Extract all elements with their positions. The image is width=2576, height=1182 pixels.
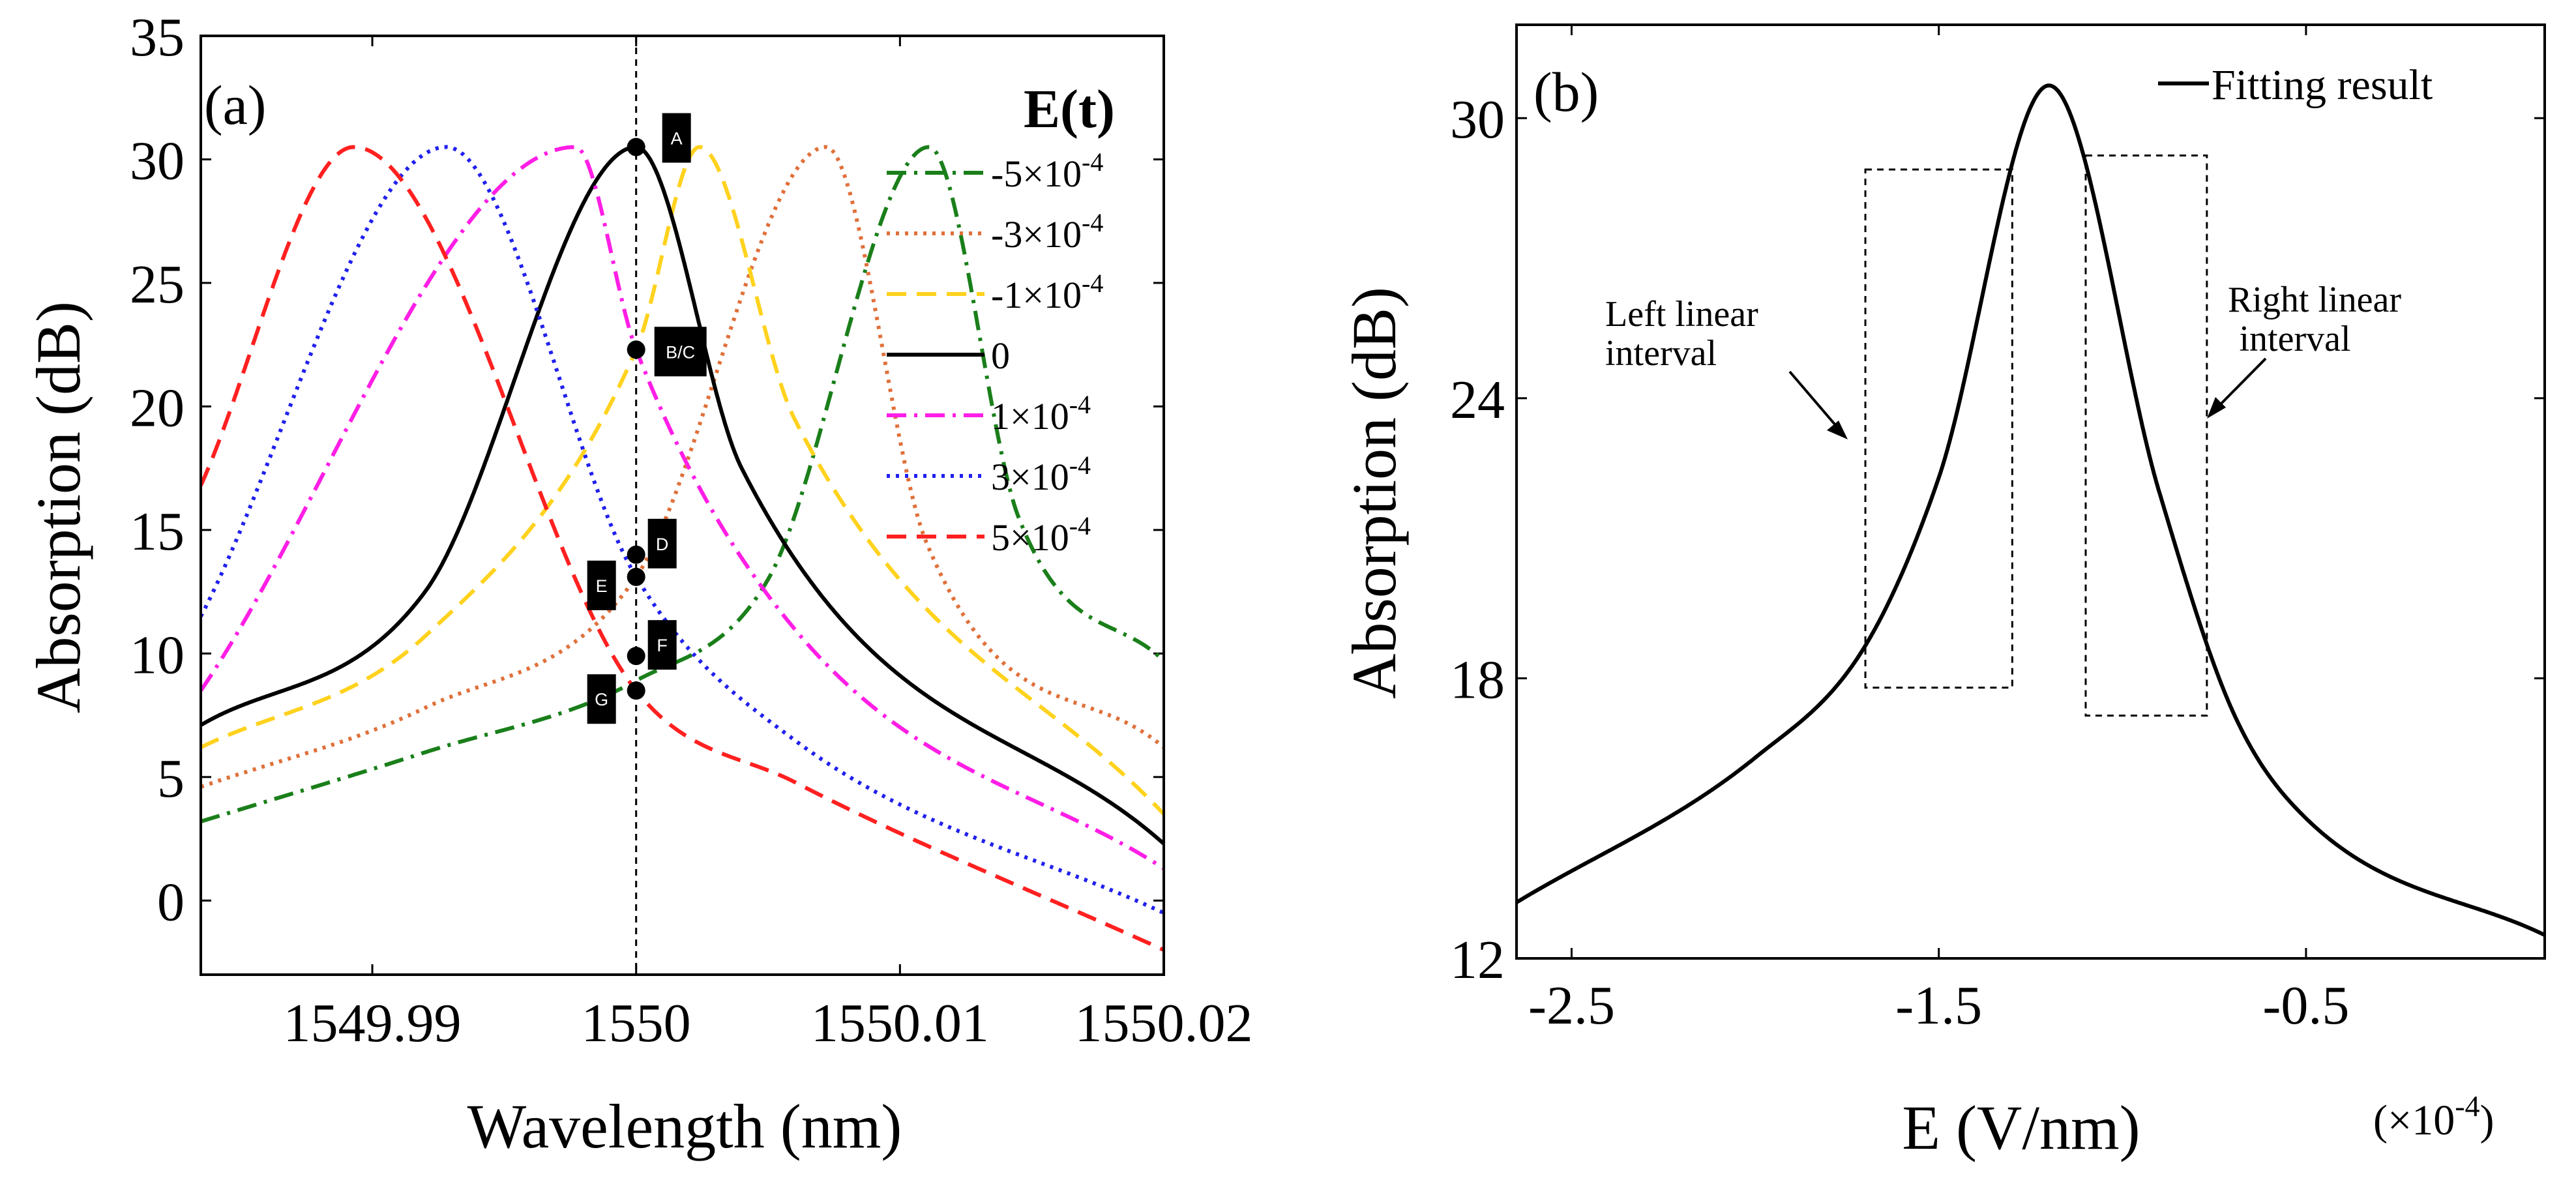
right-interval-label-line1: Right linear: [2228, 280, 2401, 320]
panel-b-x-multiplier: (×10-4): [2373, 1089, 2495, 1144]
panel-a-series-line: [201, 145, 1164, 816]
panel-a-legend-entry-exp: -4: [1082, 208, 1103, 237]
right-interval-label-line2: interval: [2239, 319, 2350, 359]
panel-a-marker-box: [662, 113, 691, 163]
panel-a-legend-entry: -1×10-4: [991, 269, 1103, 316]
panel-a-xtick-label: 1550.02: [1075, 993, 1253, 1054]
panel-a-series-line: [201, 145, 1164, 789]
panel-a-legend-entry-main: -3×10: [991, 213, 1082, 256]
panel-a-legend-entry-main: 0: [991, 334, 1010, 377]
panel-a-xtick-label: 1549.99: [284, 993, 462, 1054]
panel-b-ytick-label: 18: [1450, 649, 1505, 710]
panel-a-legend-entry-exp: -4: [1069, 511, 1091, 540]
panel-b-interval-boxes: [1864, 154, 2208, 717]
panel-a-marker-point: [627, 681, 645, 700]
panel-a-marker-box: [647, 620, 677, 670]
panel-a-marker-box: [654, 327, 707, 377]
panel-a-legend-entry-exp: -4: [1082, 269, 1103, 298]
panel-b-label: (b): [1533, 61, 1599, 123]
linear-interval-box: [1864, 168, 2013, 689]
panel-b-fit-line: [1517, 83, 2545, 937]
left-interval-arrow: [1788, 370, 1848, 439]
panel-a-legend-entry-exp: -4: [1069, 390, 1091, 419]
panel-a-legend-entry-main: 1×10: [991, 395, 1069, 437]
left-interval-label-line2: interval: [1605, 333, 1717, 374]
panel-a-legend-title: E(t): [1024, 79, 1115, 140]
panel-b-ytick-label: 24: [1450, 370, 1505, 430]
panel-a-marker-label: B/C: [666, 342, 695, 362]
panel-a-ytick-label: 20: [130, 377, 185, 438]
panel-a-series: [201, 145, 1164, 952]
panel-a-markers: A B/C D E F G: [587, 113, 707, 724]
panel-b-xtick-label: -2.5: [1528, 975, 1615, 1036]
panel-a-legend-entry-exp: -4: [1082, 147, 1103, 177]
panel-a-ytick-label: 10: [130, 625, 185, 685]
panel-a-ytick-label: 5: [157, 748, 185, 809]
panel-b-ylabel: Absorption (dB): [1339, 287, 1409, 699]
panel-b-axes-box: [1515, 23, 2546, 960]
panel-a-marker-label: D: [656, 535, 669, 554]
panel-a-legend-entry: 0: [991, 334, 1010, 377]
panel-a-axes-box: [200, 35, 1165, 976]
panel-a-legend-entry-main: -5×10: [991, 153, 1082, 195]
panel-a-label: (a): [204, 74, 266, 136]
x-multiplier-main: (×10: [2373, 1097, 2455, 1144]
panel-a-marker-point: [627, 545, 645, 564]
panel-a-xtick-label: 1550.01: [811, 993, 989, 1054]
right-interval-arrow: [2207, 357, 2267, 419]
panel-a-legend-entry-exp: -4: [1069, 451, 1091, 480]
panel-a-legend-entry: -5×10-4: [991, 147, 1103, 195]
x-multiplier-exp: -4: [2455, 1089, 2480, 1123]
panel-a-xlabel: Wavelength (nm): [467, 1091, 902, 1161]
panel-a-legend-entry-main: 3×10: [991, 456, 1069, 498]
panel-a-ytick-label: 25: [130, 254, 185, 315]
left-interval-label-line1: Left linear: [1605, 294, 1758, 334]
panel-a-series-line: [201, 145, 1164, 823]
panel-a-series-line: [201, 145, 1164, 870]
panel-a-series-line: [201, 145, 1164, 846]
panel-a-legend-entry: 1×10-4: [991, 390, 1091, 437]
panel-a-legend: -5×10-4-3×10-4-1×10-401×10-43×10-45×10-4: [887, 147, 1103, 559]
x-multiplier-close: ): [2480, 1097, 2495, 1144]
panel-a-marker-box: [587, 560, 616, 610]
panel-b-series: [1517, 83, 2545, 937]
panel-a-legend-entry: 5×10-4: [991, 511, 1091, 559]
panel-a-ytick-label: 15: [130, 501, 185, 562]
panel-a-ytick-label: 35: [130, 7, 185, 68]
panel-b-ticks: 12 18 24 30 -2.5 -1.5 -0.5: [1450, 25, 2545, 1036]
panel-a-marker-label: G: [595, 690, 608, 709]
panel-a-marker-point: [627, 138, 645, 156]
panel-a-legend-entry-main: -1×10: [991, 274, 1082, 316]
panel-a-marker-box: [647, 518, 677, 569]
panel-a-xtick-label: 1550: [582, 993, 691, 1054]
panel-a-marker-point: [627, 567, 645, 586]
panel-b-xtick-label: -1.5: [1895, 975, 1982, 1036]
panel-a-ticks: 0 5 10 15 20 25 30 35 1549.99 1550 1550.01 1550.02: [130, 7, 1253, 1054]
panel-b-ytick-label: 30: [1450, 89, 1505, 150]
panel-a-marker-label: A: [671, 129, 683, 149]
panel-b-legend-entry: Fitting result: [2212, 61, 2433, 109]
panel-a-legend-entry: 3×10-4: [991, 451, 1091, 498]
panel-b-xlabel: E (V/nm): [1902, 1093, 2140, 1162]
panel-a-marker-box: [587, 674, 616, 724]
panel-a-ytick-label: 30: [130, 130, 185, 191]
panel-b-ytick-label: 12: [1450, 930, 1505, 990]
panel-a-legend-entry-main: 5×10: [991, 516, 1069, 559]
panel-a-marker-label: F: [657, 636, 668, 655]
panel-a-series-line: [201, 145, 1164, 915]
panel-a-legend-entry: -3×10-4: [991, 208, 1103, 256]
panel-a-series-line: [201, 145, 1164, 952]
panel-a-ytick-label: 0: [157, 872, 185, 932]
panel-a-marker-point: [627, 340, 645, 359]
panel-b-xtick-label: -0.5: [2262, 975, 2349, 1036]
panel-a-marker-point: [627, 647, 645, 666]
linear-interval-box: [2084, 154, 2208, 717]
panel-a-ylabel: Absorption (dB): [23, 301, 93, 713]
panel-a-marker-label: E: [596, 576, 608, 596]
